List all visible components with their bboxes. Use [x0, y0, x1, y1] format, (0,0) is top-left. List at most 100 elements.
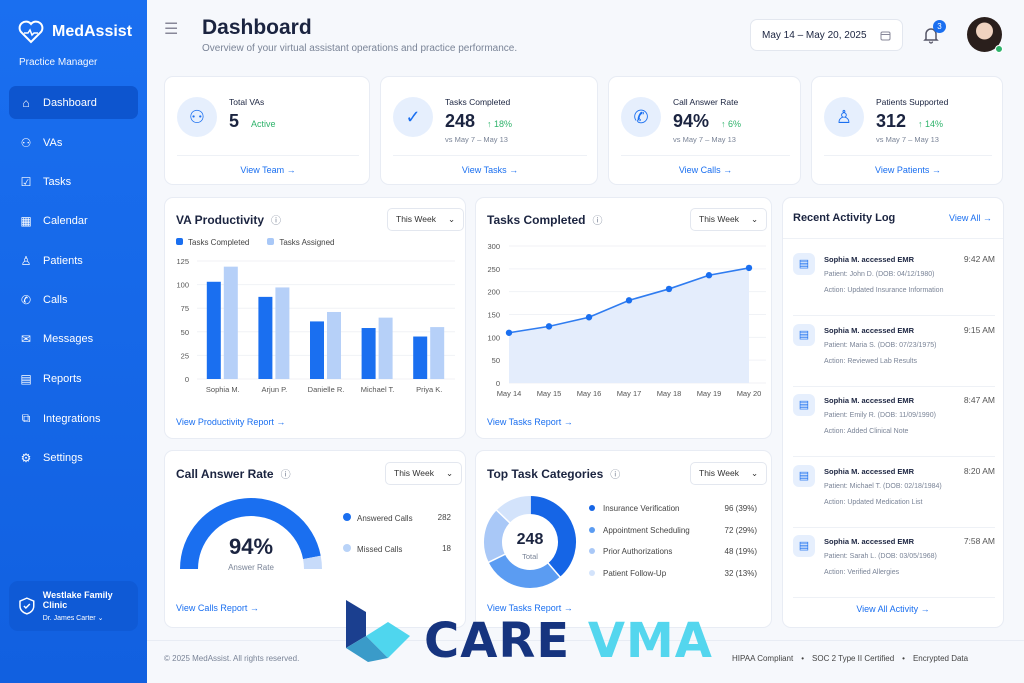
stat-compare: vs May 7 – May 13	[876, 135, 939, 144]
tasks-completed-chart: 0 50 100 150 200 250 300 May 14 May 15 May 16 May …	[487, 242, 766, 398]
sidebar-item-tasks[interactable]: ☑ Tasks	[9, 165, 138, 198]
clinic-switcher[interactable]: Westlake Family Clinic Dr. James Carter …	[9, 581, 138, 631]
activity-log-card: Recent Activity Log View All → ▤ Sophia …	[782, 197, 1004, 628]
sidebar-item-label: Reports	[43, 372, 82, 385]
bar-tasks-completed	[258, 296, 273, 379]
donut-slice	[496, 496, 531, 524]
document-icon: ▤	[793, 464, 815, 487]
x-tick-label: Sophia M.	[206, 385, 240, 394]
stat-change: ↑ 18%	[487, 119, 513, 129]
sidebar-item-messages[interactable]: ✉ Messages	[9, 322, 138, 355]
tasks-completed-card: Tasks Completed ⓘ This Week ⌄ 0 50 100 150 20…	[475, 197, 772, 439]
menu-icon[interactable]: ☰	[164, 21, 179, 38]
phone-icon: ✆	[621, 97, 661, 137]
legend-missed: Missed Calls 18	[343, 544, 451, 554]
notification-badge: 3	[933, 20, 946, 33]
hipaa-badge: HIPAA Compliant	[732, 654, 794, 663]
sidebar: MedAssist Practice Manager ⌂ Dashboard ⚇ VA…	[0, 0, 147, 683]
period-select[interactable]: This Week ⌄	[385, 462, 463, 485]
card-title: Recent Activity Log	[793, 212, 896, 224]
sidebar-item-dashboard[interactable]: ⌂ Dashboard	[9, 86, 138, 119]
info-icon[interactable]: ⓘ	[271, 216, 282, 227]
activity-item[interactable]: ▤ Sophia M. accessed EMR 8:20 AM Patient…	[793, 458, 995, 528]
message-icon: ✉	[20, 331, 32, 346]
view-productivity-report-link[interactable]: View Productivity Report →	[176, 417, 286, 427]
y-tick-label: 0	[185, 375, 189, 384]
y-tick-label: 100	[487, 333, 500, 342]
period-select[interactable]: This Week ⌄	[690, 462, 768, 485]
document-icon: ▤	[793, 394, 815, 416]
stat-value: 5	[229, 111, 240, 131]
info-icon[interactable]: ⓘ	[280, 470, 291, 481]
calendar-icon	[880, 31, 891, 40]
category-legend-item: Insurance Verification 96 (39%)	[589, 504, 757, 513]
user-icon: ♙	[20, 253, 32, 268]
date-range-picker[interactable]: May 14 – May 20, 2025	[750, 19, 903, 51]
data-point	[505, 329, 513, 336]
y-tick-label: 0	[496, 379, 500, 388]
stat-card: ⚇ Total VAs 5 Active View Team →	[164, 76, 370, 185]
sidebar-item-label: Dashboard	[43, 96, 97, 109]
stat-link[interactable]: View Tasks →	[461, 165, 519, 175]
x-tick-label: May 19	[697, 389, 722, 398]
sidebar-item-label: VAs	[43, 136, 63, 149]
slice-separator	[487, 553, 507, 564]
legend-completed: Tasks Completed	[176, 238, 249, 247]
bar-tasks-assigned	[378, 317, 393, 379]
x-tick-label: May 17	[617, 389, 642, 398]
view-tasks-report-link[interactable]: View Tasks Report →	[487, 417, 573, 427]
sidebar-item-label: Tasks	[43, 175, 72, 188]
heart-logo-icon	[18, 20, 44, 44]
period-select[interactable]: This Week ⌄	[387, 208, 465, 231]
view-all-link[interactable]: View All →	[949, 213, 992, 223]
stat-value: 94%	[673, 111, 710, 131]
sidebar-item-patients[interactable]: ♙ Patients	[9, 244, 138, 277]
stat-compare: vs May 7 – May 13	[445, 135, 508, 144]
sidebar-item-calls[interactable]: ✆ Calls	[9, 283, 138, 316]
activity-item[interactable]: ▤ Sophia M. accessed EMR 9:15 AM Patient…	[793, 317, 995, 387]
slice-separator	[547, 561, 562, 579]
answer-rate-gauge	[180, 498, 322, 570]
online-status-dot	[995, 45, 1003, 53]
stat-link[interactable]: View Team →	[240, 165, 296, 175]
sidebar-item-calendar[interactable]: ▦ Calendar	[9, 204, 138, 237]
brand[interactable]: MedAssist	[18, 20, 132, 44]
copyright: © 2025 MedAssist. All rights reserved.	[164, 654, 300, 663]
donut-slice	[529, 496, 576, 577]
view-tasks-report-link[interactable]: View Tasks Report →	[487, 603, 573, 613]
period-select[interactable]: This Week ⌄	[690, 208, 768, 231]
stat-link[interactable]: View Patients →	[875, 165, 941, 175]
compliance-badges: HIPAA Compliant • SOC 2 Type II Certified…	[732, 654, 969, 663]
users-icon: ⚇	[177, 97, 217, 137]
legend-answered: Answered Calls 282	[343, 513, 451, 523]
activity-title: Sophia M. accessed EMR	[824, 255, 915, 264]
data-point	[585, 314, 593, 321]
stat-label: Call Answer Rate	[673, 97, 739, 107]
sidebar-item-settings[interactable]: ⚙ Settings	[9, 441, 138, 474]
info-icon[interactable]: ⓘ	[592, 216, 603, 227]
sidebar-item-integrations[interactable]: ⧉ Integrations	[9, 402, 138, 435]
y-tick-label: 100	[176, 281, 189, 290]
data-point	[625, 297, 633, 304]
task-categories-donut	[484, 495, 576, 588]
donut-slice	[484, 510, 511, 563]
report-icon: ▤	[20, 371, 32, 386]
stat-value: 312	[876, 111, 907, 131]
view-all-activity-link[interactable]: View All Activity →	[856, 604, 930, 614]
view-calls-report-link[interactable]: View Calls Report →	[176, 603, 259, 613]
activity-item[interactable]: ▤ Sophia M. accessed EMR 7:58 AM Patient…	[793, 528, 995, 598]
info-icon[interactable]: ⓘ	[610, 470, 621, 481]
activity-action: Action: Updated Medication List	[824, 498, 923, 506]
activity-patient: Patient: Sarah L. (DOB: 03/05/1968)	[824, 553, 937, 560]
chevron-down-icon: ⌄	[751, 468, 759, 478]
sidebar-item-vas[interactable]: ⚇ VAs	[9, 126, 138, 159]
activity-patient: Patient: Michael T. (DOB: 02/18/1984)	[824, 482, 942, 490]
va-productivity-chart: 0 25 50 75 100 125 Sophia M. Arjun P. Danielle R…	[176, 257, 455, 394]
data-point	[545, 323, 553, 330]
activity-time: 8:47 AM	[963, 395, 995, 405]
activity-item[interactable]: ▤ Sophia M. accessed EMR 9:42 AM Patient…	[793, 246, 995, 316]
stat-link[interactable]: View Calls →	[678, 165, 733, 175]
sidebar-item-reports[interactable]: ▤ Reports	[9, 362, 138, 395]
activity-item[interactable]: ▤ Sophia M. accessed EMR 8:47 AM Patient…	[793, 387, 995, 457]
category-legend-item: Appointment Scheduling 72 (29%)	[589, 526, 757, 535]
